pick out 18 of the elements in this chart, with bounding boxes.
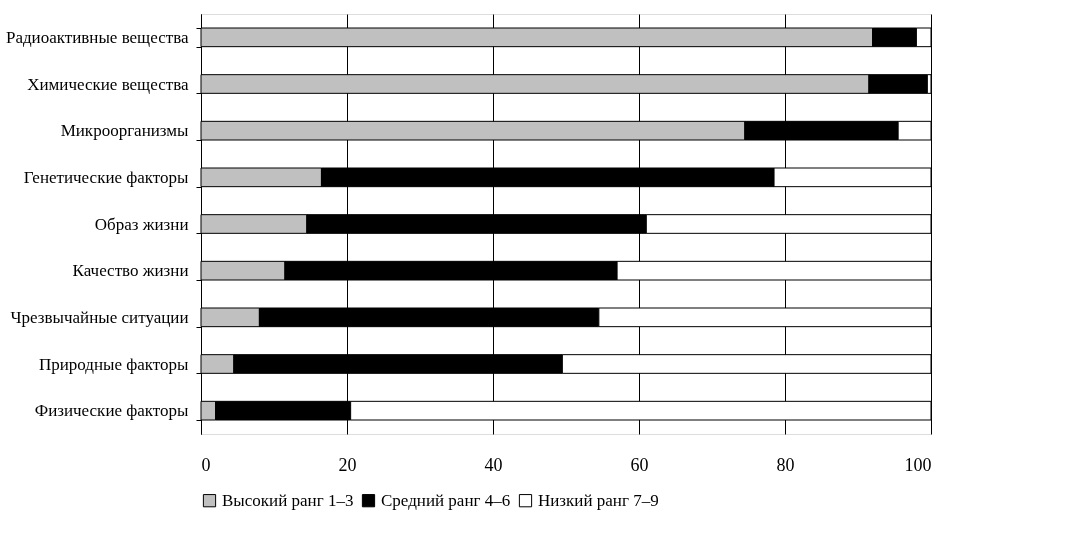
y-tick-label: Генетические факторы xyxy=(23,167,190,187)
legend-label: Высокий ранг 1–3 xyxy=(222,490,354,510)
y-tick-label: Физические факторы xyxy=(34,401,190,421)
x-tick-label: 20 xyxy=(338,454,357,475)
y-tick-label: Чрезвычайные ситуации xyxy=(10,307,189,327)
x-tick-label: 0 xyxy=(201,454,211,475)
y-tick-label: Радиоактивные вещества xyxy=(5,27,189,47)
x-tick-label: 80 xyxy=(776,454,795,475)
y-tick-label: Качество жизни xyxy=(72,261,189,281)
y-tick-label: Химические вещества xyxy=(27,74,189,94)
x-tick-label: 100 xyxy=(904,454,932,475)
x-tick-label: 40 xyxy=(484,454,503,475)
x-tick-label: 60 xyxy=(630,454,649,475)
y-tick-label: Природные факторы xyxy=(38,354,190,374)
legend-label: Средний ранг 4–6 xyxy=(381,490,511,510)
legend-label: Низкий ранг 7–9 xyxy=(538,490,659,510)
y-tick-label: Микроорганизмы xyxy=(60,121,190,141)
y-tick-label: Образ жизни xyxy=(94,214,189,234)
